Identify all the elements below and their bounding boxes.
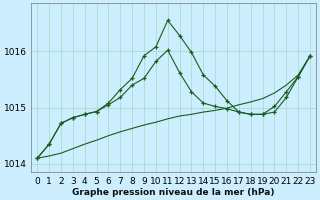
X-axis label: Graphe pression niveau de la mer (hPa): Graphe pression niveau de la mer (hPa) (72, 188, 275, 197)
